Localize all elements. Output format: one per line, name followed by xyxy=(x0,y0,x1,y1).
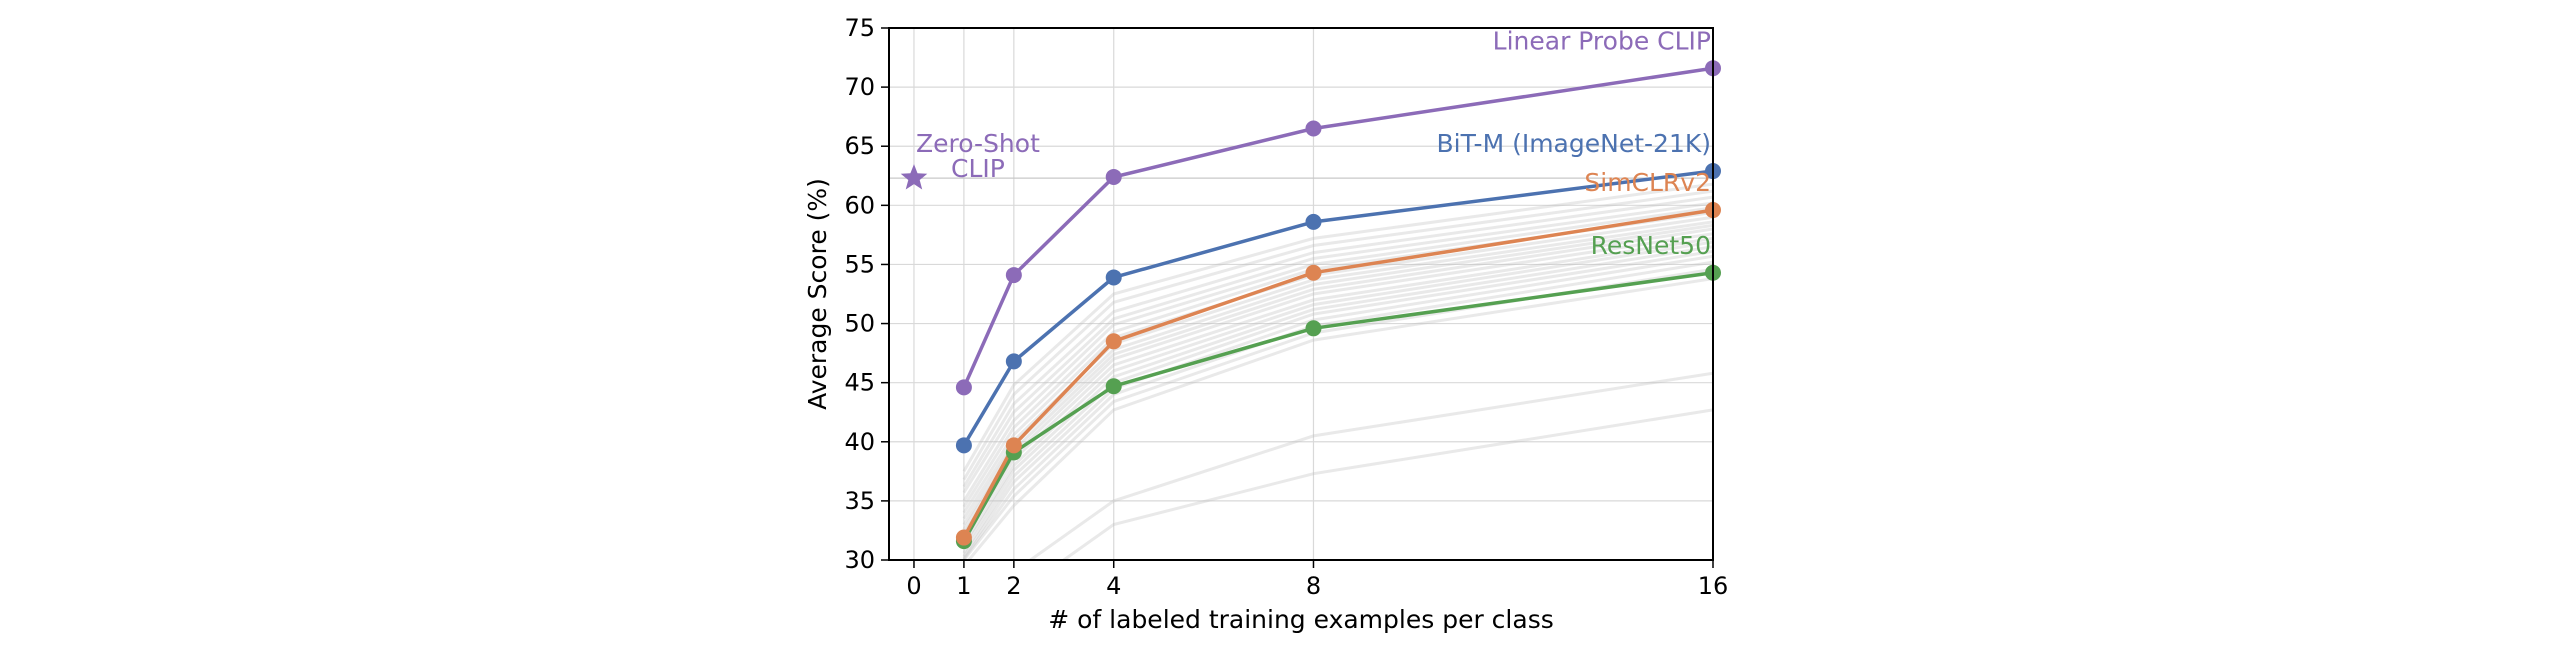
x-tick-label: 2 xyxy=(1006,572,1021,600)
y-tick-label: 50 xyxy=(844,310,875,338)
background-line xyxy=(962,236,1713,540)
background-line xyxy=(962,189,1713,481)
zero-shot-label-line2: CLIP xyxy=(951,154,1005,183)
data-point xyxy=(1005,437,1022,454)
data-point xyxy=(1105,269,1122,286)
data-point xyxy=(955,529,972,546)
background-line xyxy=(962,223,1713,526)
data-point xyxy=(1105,168,1122,185)
y-tick-label: 65 xyxy=(844,132,875,160)
data-point xyxy=(1005,267,1022,284)
data-point xyxy=(1305,120,1322,137)
y-tick-label: 70 xyxy=(844,73,875,101)
y-tick-label: 60 xyxy=(844,191,875,219)
x-tick-label: 4 xyxy=(1106,572,1121,600)
x-tick-label: 8 xyxy=(1306,572,1321,600)
series-labels: Linear Probe CLIP BiT-M (ImageNet-21K) Sim… xyxy=(1436,26,1711,260)
y-tick-label: 75 xyxy=(844,14,875,42)
background-line xyxy=(962,195,1713,488)
y-tick-label: 40 xyxy=(844,428,875,456)
data-point xyxy=(1305,264,1322,281)
series-label: BiT-M (ImageNet-21K) xyxy=(1436,129,1711,158)
background-line xyxy=(1027,371,1713,560)
background-line xyxy=(962,260,1713,560)
zero-shot-label-line1: Zero-Shot xyxy=(916,129,1040,158)
y-axis-ticks: 30 35 40 45 50 55 60 65 70 75 xyxy=(844,14,889,574)
x-tick-label: 1 xyxy=(956,572,971,600)
plot-frame xyxy=(888,27,1714,561)
background-line xyxy=(1061,408,1713,560)
y-axis-title: Average Score (%) xyxy=(803,178,832,410)
series-markers xyxy=(955,60,1721,550)
background-line xyxy=(962,182,1713,473)
x-tick-label: 16 xyxy=(1698,572,1729,600)
background-line xyxy=(962,240,1713,546)
x-axis-ticks: 0 1 2 4 8 16 xyxy=(906,560,1728,600)
background-line xyxy=(962,206,1713,502)
data-point xyxy=(955,379,972,396)
background-line xyxy=(962,267,1713,560)
series-label: Linear Probe CLIP xyxy=(1493,26,1711,55)
y-tick-label: 45 xyxy=(844,369,875,397)
y-tick-label: 55 xyxy=(844,250,875,278)
data-point xyxy=(1105,378,1122,395)
data-point xyxy=(1305,213,1322,230)
zero-shot-star-marker xyxy=(900,164,928,190)
series-label: SimCLRv2 xyxy=(1584,168,1711,197)
y-tick-label: 35 xyxy=(844,487,875,515)
background-line xyxy=(966,277,1713,560)
background-line xyxy=(962,201,1713,494)
x-tick-label: 0 xyxy=(906,572,921,600)
background-line xyxy=(962,245,1713,550)
data-point xyxy=(1305,320,1322,337)
data-point xyxy=(1005,353,1022,370)
data-point xyxy=(1105,333,1122,350)
x-axis-title: # of labeled training examples per class xyxy=(1048,605,1554,634)
series-label: ResNet50 xyxy=(1591,231,1711,260)
data-point xyxy=(955,437,972,454)
y-tick-label: 30 xyxy=(844,546,875,574)
